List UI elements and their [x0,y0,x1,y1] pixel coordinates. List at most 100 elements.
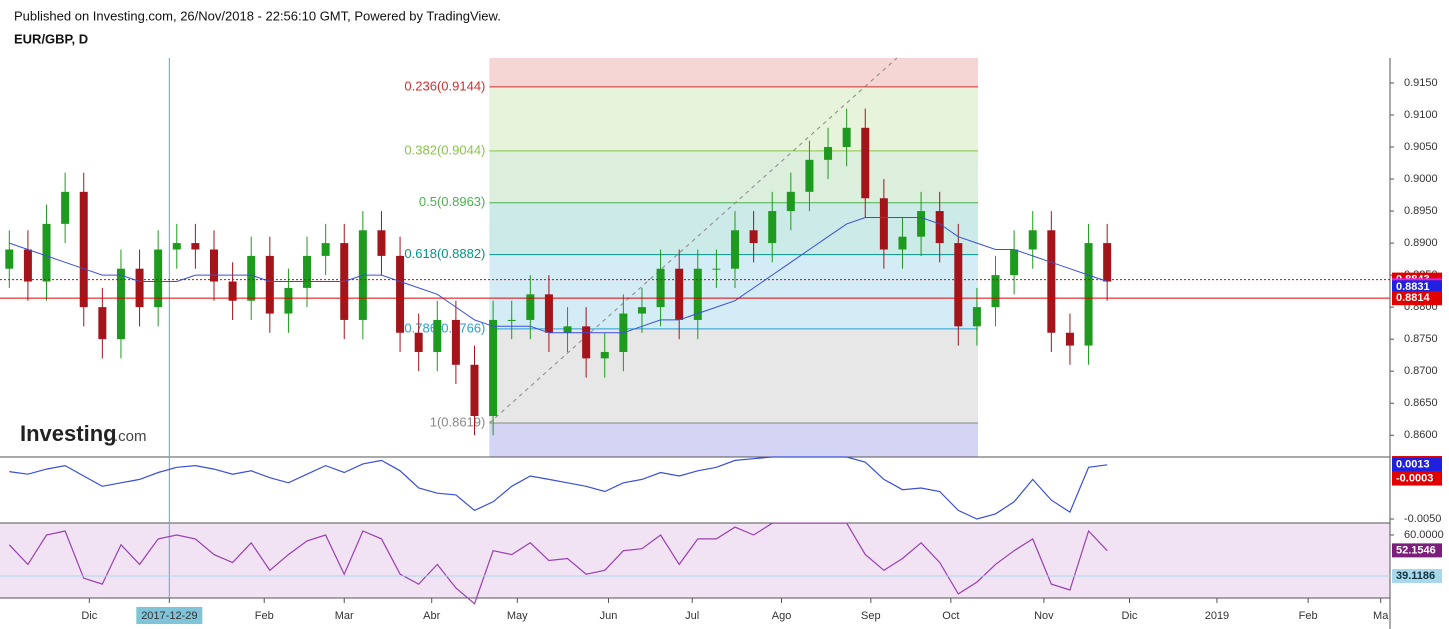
price-tag-label: -0.0003 [1396,472,1433,484]
candle-body [470,364,479,417]
candle-body [824,147,833,160]
moving-average [9,217,1108,334]
watermark-brand: Investing [20,421,117,446]
candle-body [879,198,888,250]
x-tick-highlight [136,607,203,624]
fib-band [489,58,979,87]
candle-body [675,268,684,320]
fib-band [489,150,979,203]
candle-body [1065,332,1074,346]
candle-body [5,249,14,269]
candle-body [991,275,1000,308]
candle-body [600,351,609,359]
candle-body [544,294,553,333]
price-tag-label: 0.8814 [1396,292,1431,304]
y-tick-label: 0.8750 [1404,333,1438,345]
x-tick-label: Nov [1034,610,1054,622]
y-tick-label: 60.0000 [1404,529,1444,541]
candle-body [1010,249,1019,276]
candle-body [526,294,535,320]
watermark-suffix: .com [114,428,147,445]
x-tick-label: Jul [685,610,699,622]
price-tag-label: 0.0013 [1396,459,1430,471]
y-tick-label: 0.8600 [1404,429,1438,441]
candle-body [935,211,944,244]
x-tick-label: Abr [423,610,440,622]
fib-band [489,423,979,457]
x-tick-label: Dic [1122,610,1138,622]
candle-body [61,191,70,224]
x-tick-label: Oct [942,610,959,622]
price-tag [1392,280,1442,295]
price-tag [1392,471,1442,486]
candle-body [247,255,256,301]
fib-label: 0.786(0.8766) [404,320,485,335]
y-tick-label: 0.9150 [1404,77,1438,89]
candle-body [1103,243,1112,282]
x-tick-label: 2019 [1205,610,1229,622]
candle-body [42,223,51,282]
y-tick-label: -0.0050 [1404,513,1441,525]
candle-body [79,191,88,308]
candle-body [507,319,516,321]
candle-body [861,127,870,199]
price-tag [1392,568,1442,583]
candle-body [228,281,237,301]
candle-body [656,268,665,308]
candle-body [786,191,795,212]
y-tick-label: 0.8700 [1404,365,1438,377]
price-tag-label: 0.8831 [1396,281,1430,293]
candle-body [1028,230,1037,250]
candle-body [489,319,498,417]
y-tick-label: 0.8950 [1404,205,1438,217]
candle-body [265,255,274,314]
x-tick-label: Sep [861,610,881,622]
price-tag [1392,291,1442,306]
candle-body [377,230,386,256]
candle-body [1084,243,1093,346]
candle-body [749,230,758,244]
y-tick-label: 0.8900 [1404,237,1438,249]
candle-body [321,243,330,256]
candle-body [972,307,981,327]
candle-body [396,255,405,333]
candle-body [563,326,572,333]
price-tag-label: 39.1186 [1396,570,1435,582]
y-tick-label: 0.8650 [1404,397,1438,409]
candle-body [693,268,702,320]
symbol: EUR/GBP, D [14,31,88,46]
rsi-line [8,522,1108,605]
fib-label: 0.5(0.8963) [419,194,486,209]
y-tick-label: 0.9000 [1404,173,1438,185]
x-tick-label: Ago [772,610,792,622]
x-tick-label: Feb [1299,610,1318,622]
candle-body [917,211,926,237]
candle-body [209,249,218,282]
y-tick-label: 0.9050 [1404,141,1438,153]
fib-label: 0.236(0.9144) [404,78,485,93]
x-tick-label: Feb [255,610,274,622]
candle-body [191,243,200,250]
candle-body [433,319,442,352]
candle-body [284,287,293,314]
candle-body [1047,230,1056,333]
price-tag-label: 52.1546 [1396,544,1436,556]
trendline [489,57,898,424]
price-tag [1392,457,1442,472]
candle-body [23,249,32,282]
fib-band [489,328,979,424]
candle-body [805,159,814,192]
y-tick-label: 0.9100 [1404,109,1438,121]
candle-body [731,230,740,269]
published-note: Published on Investing.com, 26/Nov/2018 … [14,8,501,23]
candle-body [303,255,312,288]
candle-body [842,127,851,148]
candle-body [954,243,963,327]
fib-label: 0.618(0.8882) [404,246,485,261]
x-tick-label: Dic [81,610,97,622]
candle-body [116,268,125,340]
candle-body [712,268,721,270]
macd-line [9,456,1108,520]
fib-label: 1(0.8619) [430,414,486,429]
candle-body [637,307,646,314]
